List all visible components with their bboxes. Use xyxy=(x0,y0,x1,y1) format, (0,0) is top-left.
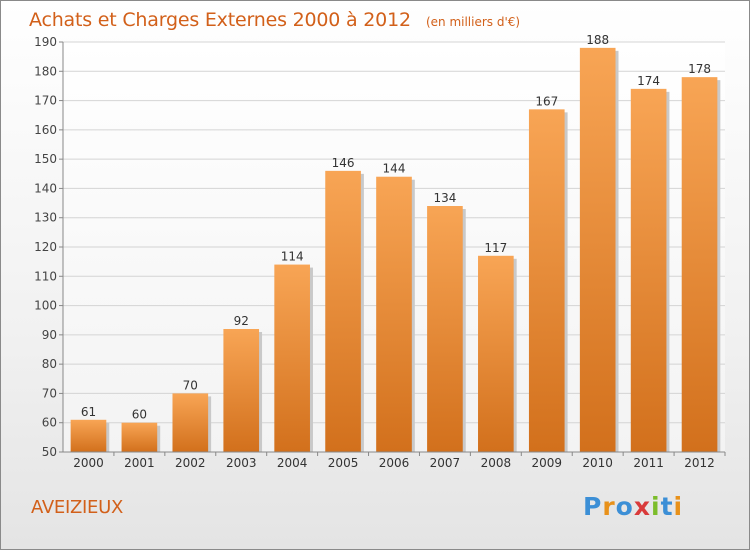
bar-2005 xyxy=(325,170,361,452)
x-tick-label: 2006 xyxy=(379,456,410,470)
logo-letter: P xyxy=(583,492,603,521)
x-tick-label: 2001 xyxy=(124,456,155,470)
x-tick-label: 2007 xyxy=(430,456,461,470)
logo-letter: t xyxy=(660,492,674,521)
bar-value-label: 117 xyxy=(484,241,507,255)
chart-title-line: Achats et Charges Externes 2000 à 2012 (… xyxy=(29,9,520,31)
bar-value-label: 144 xyxy=(383,162,406,176)
x-tick-label: 2010 xyxy=(582,456,613,470)
bar-2012 xyxy=(681,77,718,453)
chart-title: Achats et Charges Externes 2000 à 2012 xyxy=(29,9,411,31)
bar-value-label: 146 xyxy=(332,156,355,170)
y-tick-label: 70 xyxy=(42,386,57,400)
bar-2010 xyxy=(579,47,616,452)
y-tick-label: 150 xyxy=(34,152,57,166)
bar-value-label: 114 xyxy=(281,250,304,264)
chart-unit-label: (en milliers d'€) xyxy=(425,15,521,29)
x-tick-label: 2000 xyxy=(73,456,104,470)
commune-name: AVEIZIEUX xyxy=(31,497,123,518)
bar-2008 xyxy=(478,255,514,452)
x-tick-label: 2011 xyxy=(633,456,664,470)
bar-value-label: 134 xyxy=(433,191,456,205)
y-tick-label: 120 xyxy=(34,240,57,254)
bar-2006 xyxy=(376,176,412,452)
y-tick-label: 130 xyxy=(34,211,57,225)
x-tick-label: 2009 xyxy=(531,456,562,470)
x-tick-label: 2003 xyxy=(226,456,257,470)
y-tick-label: 170 xyxy=(34,94,57,108)
y-tick-label: 140 xyxy=(34,181,57,195)
bar-2002 xyxy=(172,393,209,452)
bar-2000 xyxy=(70,419,107,452)
bars: 61 60 70 92 114 146 144 134 117 167 188 174 178 xyxy=(70,33,721,453)
bar-value-label: 178 xyxy=(688,62,711,76)
x-tick-label: 2012 xyxy=(684,456,715,470)
y-tick-label: 90 xyxy=(42,328,57,342)
bar-2009 xyxy=(528,109,565,452)
logo-letter: i xyxy=(651,492,661,521)
bar-value-label: 61 xyxy=(81,405,96,419)
logo-letter: x xyxy=(633,492,651,521)
y-tick-label: 60 xyxy=(42,416,57,430)
y-tick-label: 80 xyxy=(42,357,57,371)
y-tick-label: 50 xyxy=(42,445,57,459)
y-tick-label: 180 xyxy=(34,64,57,78)
bar-2004 xyxy=(274,264,310,452)
bar-value-label: 92 xyxy=(234,314,249,328)
bar-value-label: 188 xyxy=(586,33,609,47)
y-tick-label: 160 xyxy=(34,123,57,137)
bar-2011 xyxy=(630,88,667,452)
y-tick-label: 100 xyxy=(34,299,57,313)
bar-2007 xyxy=(427,206,463,452)
bar-value-label: 60 xyxy=(132,408,147,422)
x-tick-label: 2004 xyxy=(277,456,308,470)
bar-value-label: 174 xyxy=(637,74,660,88)
axes: 50 60 70 80 90 100 110 120 130 140 150 160 170 180 190… xyxy=(34,35,726,470)
x-tick-label: 2002 xyxy=(175,456,206,470)
x-tick-label: 2005 xyxy=(328,456,359,470)
logo-letter: o xyxy=(615,492,634,521)
bar-2001 xyxy=(121,422,158,452)
proxiti-logo[interactable]: Proxiti xyxy=(583,492,683,521)
y-tick-label: 110 xyxy=(34,269,57,283)
logo-letter: r xyxy=(602,492,616,521)
bar-value-label: 70 xyxy=(183,378,198,392)
bar-value-label: 167 xyxy=(535,94,558,108)
y-tick-label: 190 xyxy=(34,35,57,49)
x-tick-label: 2008 xyxy=(481,456,512,470)
bar-2003 xyxy=(223,329,260,452)
logo-letter: i xyxy=(673,492,684,521)
